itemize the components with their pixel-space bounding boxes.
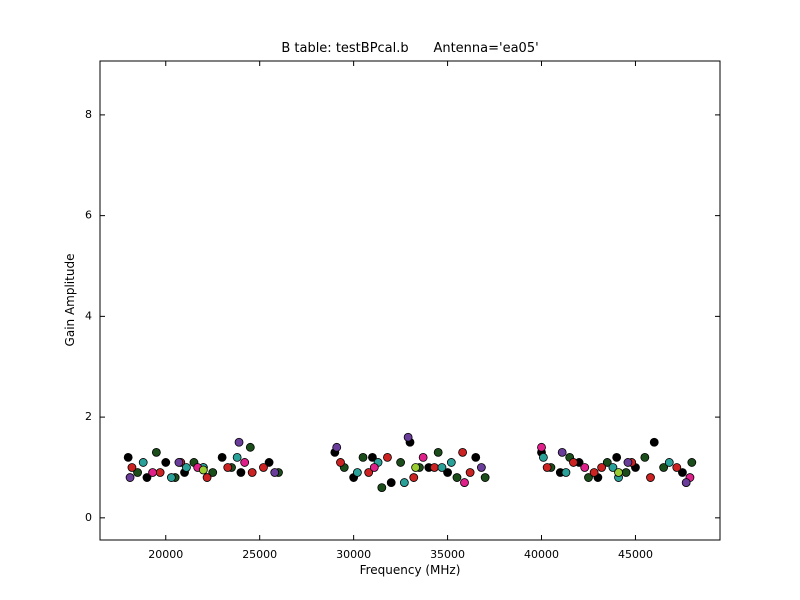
scatter-point	[589, 468, 599, 477]
scatter-point	[127, 463, 137, 472]
scatter-point	[608, 463, 618, 472]
x-tick-label: 25000	[242, 548, 277, 561]
scatter-point	[369, 463, 379, 472]
scatter-point	[358, 452, 368, 462]
scatter-point	[465, 468, 475, 477]
scatter-point	[476, 463, 486, 472]
scatter-point	[377, 483, 387, 493]
x-tick-label: 20000	[148, 548, 183, 561]
scatter-point	[217, 452, 227, 462]
scatter-point	[537, 442, 546, 452]
scatter-point	[672, 463, 682, 472]
scatter-point	[659, 463, 669, 472]
scatter-point	[142, 473, 152, 482]
scatter-point	[223, 463, 233, 472]
scatter-point	[561, 468, 571, 477]
scatter-point	[437, 463, 447, 472]
scatter-point	[236, 468, 246, 477]
y-tick-label: 2	[85, 410, 92, 423]
scatter-point	[270, 468, 280, 477]
scatter-point	[166, 473, 176, 482]
scatter-point	[681, 478, 691, 487]
scatter-point	[352, 468, 362, 477]
scatter-point	[234, 437, 244, 447]
scatter-point	[433, 447, 443, 457]
scatter-point	[368, 452, 377, 462]
scatter-point	[460, 478, 469, 487]
scatter-point	[240, 458, 250, 467]
scatter-point	[452, 473, 462, 482]
scatter-point	[208, 468, 218, 477]
x-tick-label: 30000	[336, 548, 371, 561]
scatter-point	[198, 465, 208, 475]
y-tick-label: 4	[85, 309, 92, 322]
scatter-point	[614, 468, 623, 477]
x-axis-label: Frequency (MHz)	[360, 563, 461, 577]
scatter-point	[138, 458, 148, 467]
scatter-point	[133, 468, 142, 477]
scatter-point	[332, 442, 342, 452]
scatter-point	[182, 463, 191, 472]
scatter-point	[623, 458, 633, 467]
scatter-point	[174, 458, 184, 467]
chart-title: B table: testBPcal.b Antenna='ea05'	[281, 41, 538, 56]
y-axis-label: Gain Amplitude	[63, 254, 77, 347]
scatter-point	[161, 458, 171, 467]
x-tick-label: 35000	[430, 548, 465, 561]
scatter-point	[569, 458, 578, 467]
scatter-point	[584, 473, 593, 482]
scatter-point	[580, 463, 590, 472]
scatter-point	[148, 468, 158, 477]
scatter-point	[418, 452, 428, 462]
scatter-point	[640, 452, 650, 462]
scatter-point	[621, 468, 631, 477]
scatter-point	[232, 452, 242, 462]
scatter-point	[458, 447, 468, 457]
x-tick-label: 45000	[618, 548, 653, 561]
scatter-point	[202, 473, 212, 482]
scatter-point	[602, 458, 612, 467]
scatter-point	[247, 468, 257, 477]
scatter-point	[612, 452, 622, 462]
scatter-point	[259, 463, 268, 472]
scatter-point	[399, 478, 409, 487]
scatter-point	[383, 452, 392, 462]
scatter-point	[155, 468, 165, 477]
scatter-point	[678, 468, 687, 477]
scatter-point	[264, 458, 274, 467]
scatter-point	[538, 452, 548, 462]
y-tick-label: 8	[85, 108, 92, 121]
scatter-point	[597, 463, 607, 472]
y-tick-label: 0	[85, 511, 92, 524]
scatter-point	[151, 447, 161, 457]
x-tick-label: 40000	[524, 548, 559, 561]
scatter-point	[245, 442, 255, 452]
scatter-point	[557, 447, 567, 457]
scatter-point	[125, 473, 135, 482]
scatter-point	[471, 452, 481, 462]
scatter-point	[687, 458, 697, 467]
scatter-point	[430, 463, 439, 472]
plot-area	[123, 432, 697, 493]
scatter-point	[386, 478, 396, 487]
scatter-point	[646, 473, 655, 482]
scatter-point	[446, 458, 456, 467]
axes-frame	[99, 60, 721, 541]
scatter-point	[443, 468, 452, 477]
scatter-point	[411, 463, 421, 472]
y-tick-label: 6	[85, 209, 92, 222]
scatter-point	[396, 458, 406, 467]
scatter-point	[123, 452, 133, 462]
scatter-point	[364, 468, 374, 477]
scatter-point	[649, 437, 659, 447]
scatter-point	[664, 458, 674, 467]
scatter-point	[336, 458, 345, 467]
scatter-point	[403, 432, 413, 442]
scatter-point	[542, 463, 552, 472]
scatter-point	[480, 473, 490, 482]
scatter-point	[409, 473, 419, 482]
